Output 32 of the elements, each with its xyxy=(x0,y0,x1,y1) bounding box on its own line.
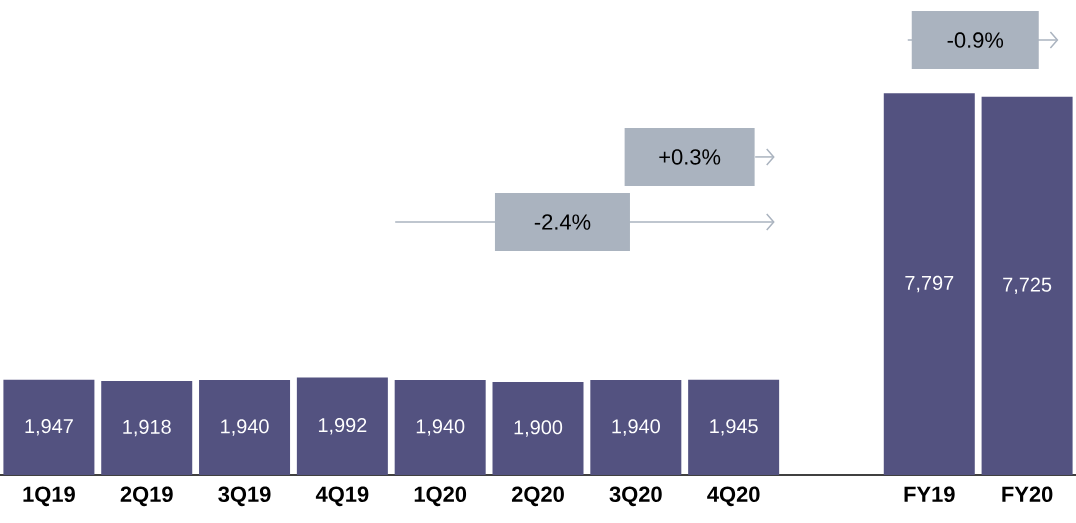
annotation: +0.3% xyxy=(659,149,721,165)
data-label: 1,918 xyxy=(123,419,171,437)
data-label: 7,725 xyxy=(1003,277,1052,295)
data-label: 1,945 xyxy=(710,419,758,436)
x-tick-label: FY20 xyxy=(1002,486,1053,503)
data-label: 1,947 xyxy=(25,419,73,436)
bar xyxy=(981,96,1073,475)
bar xyxy=(492,381,584,475)
annotation: -2.4% xyxy=(534,214,591,230)
x-tick-label: 3Q20 xyxy=(609,486,662,507)
data-label: 1,992 xyxy=(318,418,367,435)
data-label: 1,940 xyxy=(221,419,269,436)
data-label: 1,940 xyxy=(612,419,660,436)
x-tick-label: 2Q19 xyxy=(120,486,173,507)
x-tick-label: 4Q19 xyxy=(315,486,369,507)
bar xyxy=(883,93,975,475)
bar xyxy=(296,377,388,475)
bar xyxy=(3,379,95,475)
x-tick-label: 2Q20 xyxy=(511,486,564,507)
data-label: 7,797 xyxy=(905,275,954,293)
x-tick-label: FY19 xyxy=(904,486,955,503)
x-tick-label: 1Q20 xyxy=(414,486,467,507)
data-label: 1,940 xyxy=(416,419,465,436)
x-tick-label: 3Q19 xyxy=(218,486,271,507)
bar xyxy=(199,380,291,475)
bar xyxy=(688,379,780,475)
x-tick-label: 4Q20 xyxy=(707,486,760,507)
bar xyxy=(101,381,193,475)
x-tick-label: 1Q19 xyxy=(23,486,75,507)
bar xyxy=(394,380,486,475)
bar xyxy=(590,380,682,475)
data-label: 1,900 xyxy=(514,420,563,437)
